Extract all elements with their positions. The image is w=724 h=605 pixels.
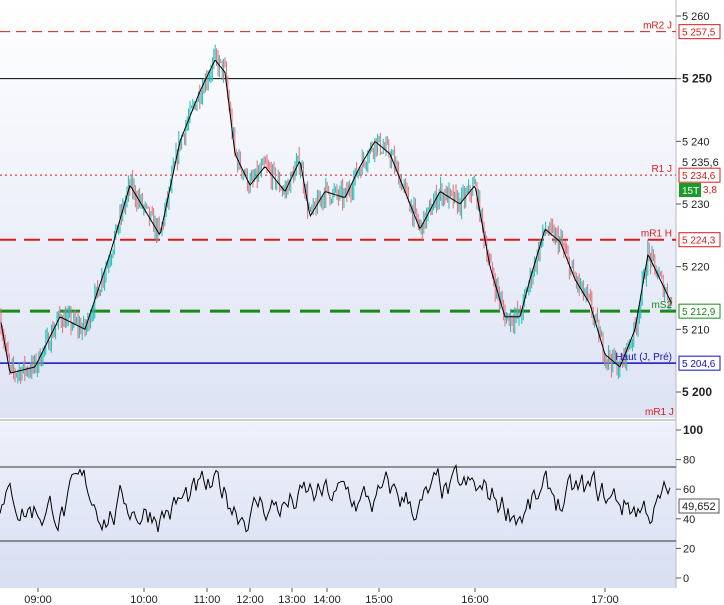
- last-price-label: 15T: [682, 186, 699, 197]
- last-price-change: 3,8: [703, 185, 717, 196]
- level-value-mS2: 5 212,9: [682, 307, 716, 318]
- level-name-mR2-J: mR2 J: [643, 21, 672, 32]
- level-value-box-mS2: [678, 303, 721, 319]
- partial-price-label: 5 235,6: [682, 157, 719, 169]
- price-axis-label: 5 250: [682, 72, 712, 86]
- oscillator-panel-background: [0, 422, 676, 588]
- oscillator-line: [0, 463, 671, 533]
- oscillator-axis-label: 0: [683, 573, 689, 585]
- time-axis-label: 10:00: [130, 594, 158, 605]
- oscillator-axis-label: 40: [683, 514, 695, 526]
- price-axis-label: 5 210: [682, 324, 710, 336]
- level-value-box-mR1-H: [678, 232, 721, 248]
- time-axis-label: 17:00: [591, 594, 619, 605]
- time-axis-label: 11:00: [194, 594, 221, 605]
- price-axis[interactable]: 5 260 5 250 5 240 5 230 5 220 5 210 5 200: [676, 11, 712, 399]
- level-value-haut: 5 204,6: [682, 359, 716, 370]
- level-name-R1-J: R1 J: [651, 164, 672, 175]
- level-name-mS2: mS2: [651, 300, 672, 311]
- level-value-box-haut: [678, 355, 721, 371]
- last-price-badge: 15T 3,8: [679, 183, 717, 197]
- oscillator-axis-label: 100: [683, 423, 703, 437]
- time-axis[interactable]: 09:00 10:00 11:00 12:00 13:00 14:00 15:00 16:00…: [24, 588, 619, 605]
- time-axis-label: 16:00: [461, 594, 489, 605]
- level-value-box-mR2-J: [678, 24, 721, 40]
- moving-average-line: [0, 59, 673, 374]
- time-axis-label: 09:00: [24, 594, 52, 605]
- oscillator-value-box: 49,652: [678, 498, 720, 514]
- price-axis-label: 5 220: [682, 262, 710, 274]
- price-axis-label: 5 260: [682, 11, 710, 23]
- oscillator-axis-label: 80: [683, 455, 695, 467]
- bottom-level-label: mR1 J: [645, 407, 674, 418]
- oscillator-bands: [0, 466, 676, 542]
- oscillator-axis[interactable]: 100 80 60 40 20 0: [676, 423, 703, 585]
- time-axis-label: 14:00: [313, 594, 341, 605]
- time-axis-label: 13:00: [278, 594, 306, 605]
- oscillator-current-value: 49,652: [682, 501, 716, 513]
- level-value-mR1-H: 5 224,3: [682, 236, 716, 247]
- price-axis-label: 5 230: [682, 199, 710, 211]
- oscillator-axis-label: 20: [683, 543, 695, 555]
- time-axis-label: 12:00: [236, 594, 264, 605]
- time-axis-label: 15:00: [365, 594, 393, 605]
- level-lines: [0, 31, 676, 364]
- price-panel-background: [0, 0, 676, 418]
- time-axis-background: [0, 588, 724, 605]
- oscillator-axis-label: 60: [683, 484, 695, 496]
- price-axis-label: 5 240: [682, 136, 710, 148]
- level-value-box-R1-J: [678, 167, 721, 183]
- price-axis-label: 5 200: [682, 385, 712, 399]
- level-labels: mR2 J 5 257,5 R1 J 5 234,6 mR1 H 5 224,3 mS2 5 …: [615, 21, 721, 371]
- level-value-R1-J: 5 234,6: [682, 171, 716, 182]
- level-value-mR2-J: 5 257,5: [682, 28, 716, 39]
- level-name-haut: Haut (J, Pré): [615, 352, 672, 363]
- level-name-mR1-H: mR1 H: [641, 229, 672, 240]
